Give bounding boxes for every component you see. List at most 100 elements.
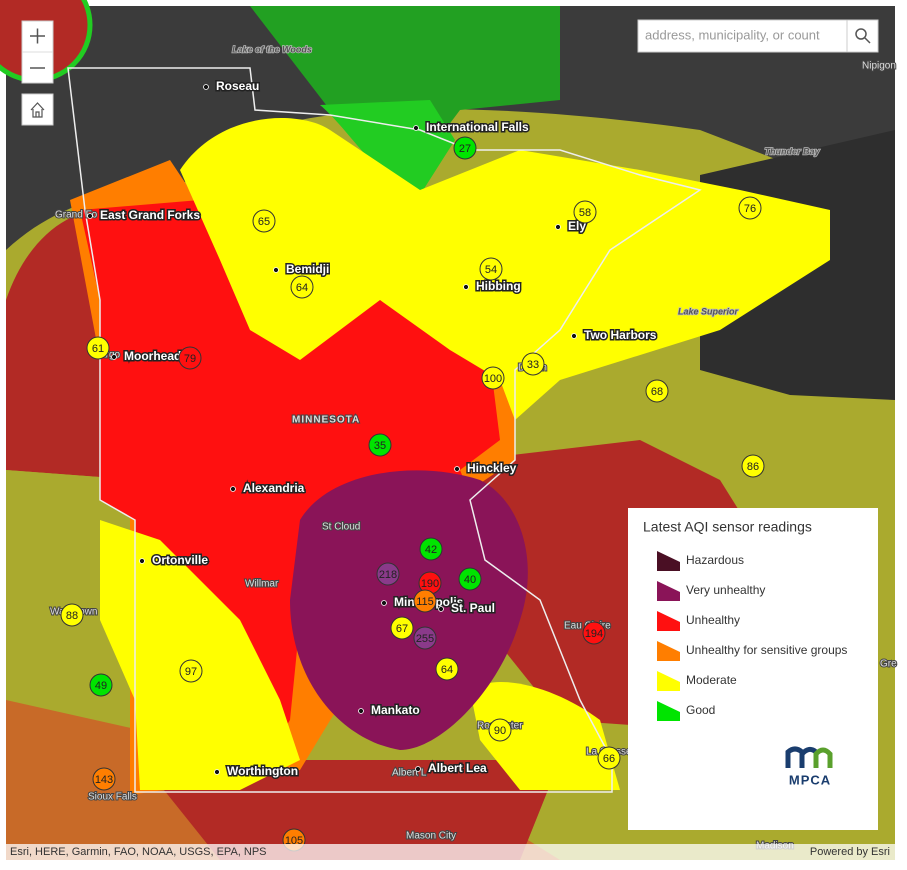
place-dot — [415, 766, 421, 772]
sensor-value: 79 — [184, 353, 196, 365]
place-dot — [358, 708, 364, 714]
sensor-value: 54 — [485, 264, 497, 276]
sensor — [178, 346, 202, 370]
sensor — [413, 626, 437, 650]
sensor-value: 27 — [459, 143, 471, 155]
place-label: Hibbing — [476, 279, 521, 293]
sensor-value: 58 — [579, 207, 591, 219]
sensor — [390, 616, 414, 640]
place-label: Hinckley — [467, 461, 517, 475]
sensor — [582, 621, 606, 645]
sensor — [435, 657, 459, 681]
basemap-label: Albert L — [392, 768, 427, 779]
sensor — [376, 562, 400, 586]
legend-swatch — [657, 641, 680, 661]
smoke-layer — [0, 0, 895, 861]
basemap-label: Grand Fo — [55, 210, 98, 221]
legend-label: Unhealthy for sensitive groups — [686, 643, 847, 657]
sensor — [645, 379, 669, 403]
powered-by: Powered by Esri — [810, 846, 890, 858]
sensor-value: 190 — [421, 578, 439, 590]
place-dot — [203, 84, 209, 90]
place-dot — [87, 213, 93, 219]
basemap-label: Sioux Falls — [88, 792, 137, 803]
legend-label: Hazardous — [686, 553, 744, 567]
sensor-value: 65 — [258, 216, 270, 228]
legend-swatch — [657, 701, 680, 721]
sensor — [573, 200, 597, 224]
legend-title: Latest AQI sensor readings — [643, 519, 812, 535]
place-dot — [139, 558, 145, 564]
home-button[interactable] — [21, 93, 54, 126]
sensor-value: 115 — [416, 596, 434, 608]
sensor-layer: 27 58 76 65 54 64 61 79 33 100 68 86 35 42 40 218 190 115… — [60, 136, 765, 852]
sensor-value: 88 — [66, 610, 78, 622]
place-dot — [413, 125, 419, 131]
place-label: East Grand Forks — [100, 208, 200, 222]
basemap-label: Thunder Bay — [764, 146, 820, 156]
place-dot — [381, 600, 387, 606]
home-icon — [30, 102, 45, 118]
sensor-value: 100 — [484, 373, 502, 385]
sensor-value: 143 — [95, 774, 113, 786]
legend-swatch — [657, 581, 680, 601]
place-label: Mankato — [371, 703, 420, 717]
place-label: International Falls — [426, 120, 529, 134]
sensor-value: 64 — [296, 282, 308, 294]
sensor — [521, 352, 545, 376]
legend-label: Unhealthy — [686, 613, 740, 627]
attribution-bar — [6, 844, 895, 860]
sensor-value: 255 — [416, 633, 434, 645]
place-dot — [230, 486, 236, 492]
sensor-value: 218 — [379, 569, 397, 581]
basemap-label: Mason City — [406, 831, 456, 842]
sensor-value: 67 — [396, 623, 408, 635]
sensor-value: 97 — [185, 666, 197, 678]
sensor-value: 68 — [651, 386, 663, 398]
sensor-value: 64 — [441, 664, 453, 676]
sensor — [368, 433, 392, 457]
sensor-value: 90 — [494, 725, 506, 737]
sensor — [458, 567, 482, 591]
basemap-label: Nipigon — [862, 61, 896, 72]
sensor — [290, 275, 314, 299]
sensor — [413, 589, 437, 613]
sensor-value: 194 — [585, 628, 603, 640]
legend-label: Good — [686, 703, 715, 717]
legend-swatch — [657, 611, 680, 631]
sensor — [738, 196, 762, 220]
legend-swatch — [657, 551, 680, 571]
basemap-label: Willmar — [245, 579, 279, 590]
place-dot — [463, 284, 469, 290]
sensor-value: 33 — [527, 359, 539, 371]
basemap-label: MINNESOTA — [292, 415, 360, 426]
place-dot — [555, 224, 561, 230]
sensor-value: 86 — [747, 461, 759, 473]
place-dot — [111, 354, 117, 360]
search-button[interactable] — [846, 19, 879, 53]
search-input[interactable] — [637, 19, 849, 53]
place-dot — [454, 466, 460, 472]
place-dot — [273, 267, 279, 273]
sensor — [86, 336, 110, 360]
sensor — [89, 673, 113, 697]
zoom-in[interactable] — [30, 28, 45, 44]
mpca-logo: MPCA — [785, 746, 833, 787]
sensor-value: 61 — [92, 343, 104, 355]
legend-swatch — [657, 671, 680, 691]
logo-text: MPCA — [789, 772, 831, 787]
place-label: Two Harbors — [584, 328, 657, 342]
sensor — [60, 603, 84, 627]
place-label: St. Paul — [451, 601, 495, 615]
place-dot — [214, 769, 220, 775]
attribution: Esri, HERE, Garmin, FAO, NOAA, USGS, EPA… — [10, 846, 267, 858]
sensor — [597, 746, 621, 770]
place-label: Ortonville — [152, 553, 208, 567]
sensor-value: 42 — [425, 544, 437, 556]
sensor-value: 66 — [603, 753, 615, 765]
sensor — [92, 767, 116, 791]
place-dot — [571, 333, 577, 339]
basemap-label: St Cloud — [322, 522, 360, 533]
